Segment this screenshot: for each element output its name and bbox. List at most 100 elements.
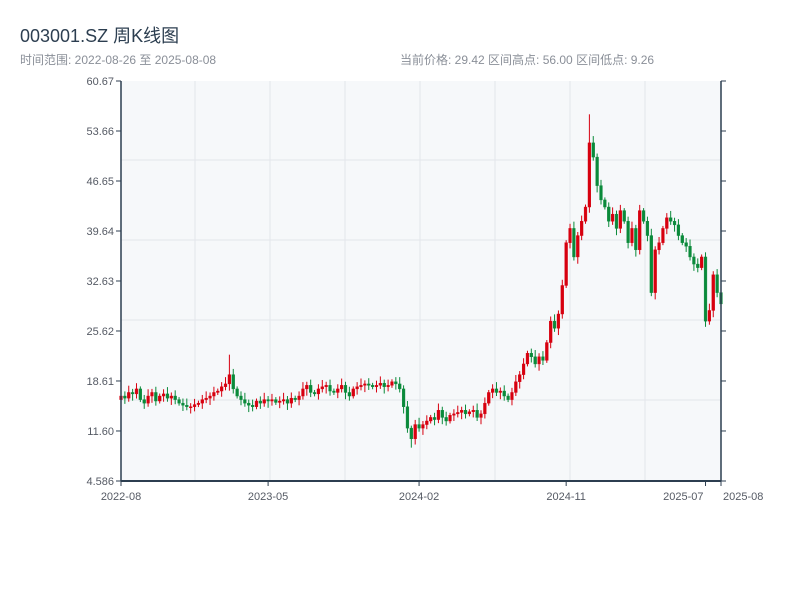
- candle-down: [328, 385, 332, 392]
- candle-down: [309, 385, 313, 393]
- x-tick-label: 2022-08: [101, 491, 141, 503]
- candle-up: [564, 242, 568, 286]
- y-tick-label: 18.61: [86, 376, 114, 388]
- candle-up: [700, 256, 704, 268]
- candle-down: [177, 399, 181, 404]
- candle-up: [549, 320, 553, 343]
- candle-down: [494, 388, 499, 393]
- candle-up: [281, 399, 286, 402]
- candle-down: [285, 399, 290, 404]
- candle-up: [483, 402, 487, 415]
- date-range: 时间范围: 2022-08-26 至 2025-08-08: [20, 53, 217, 67]
- candle-up: [324, 385, 328, 387]
- candle-down: [239, 395, 243, 400]
- candle-down: [274, 399, 278, 403]
- candle-up: [359, 385, 363, 387]
- candle-up: [336, 388, 340, 393]
- candle-down: [672, 221, 677, 226]
- candle-down: [243, 399, 247, 404]
- candle-up: [711, 274, 715, 311]
- candle-down: [405, 406, 410, 429]
- candle-up: [216, 390, 220, 393]
- candle-up: [278, 400, 282, 403]
- candle-down: [251, 405, 255, 407]
- y-tick-label: 53.66: [86, 126, 114, 138]
- candle-down: [595, 156, 599, 186]
- candle-up: [220, 386, 224, 392]
- candle-down: [181, 402, 185, 406]
- candle-down: [676, 224, 681, 236]
- candle-down: [131, 392, 135, 395]
- candle-up: [456, 412, 460, 415]
- candle-up: [374, 385, 379, 387]
- candle-down: [599, 185, 603, 201]
- candle-up: [576, 235, 580, 258]
- candle-down: [382, 382, 386, 387]
- x-tick-label: 2024-11: [546, 491, 586, 503]
- candle-up: [510, 392, 514, 400]
- candle-down: [367, 383, 371, 386]
- candle-up: [204, 397, 208, 400]
- candle-up: [630, 228, 634, 243]
- candle-up: [355, 386, 359, 390]
- candle-down: [293, 397, 297, 400]
- candle-down: [641, 210, 646, 222]
- candle-down: [185, 405, 189, 407]
- y-tick-label: 60.67: [86, 76, 114, 88]
- candle-down: [440, 410, 444, 418]
- candle-down: [138, 388, 142, 400]
- candle-up: [227, 374, 231, 385]
- y-tick-label: 32.63: [86, 276, 114, 288]
- candle-up: [471, 410, 475, 412]
- y-tick-label: 11.60: [87, 426, 114, 438]
- candle-down: [258, 400, 262, 404]
- candle-down: [622, 210, 626, 222]
- candle-down: [173, 395, 177, 400]
- candle-up: [146, 395, 150, 404]
- candle-up: [169, 395, 173, 399]
- candle-up: [665, 217, 669, 229]
- candle-down: [444, 417, 448, 422]
- candle-up: [200, 399, 204, 404]
- candle-up: [351, 388, 355, 397]
- candle-up: [425, 420, 429, 425]
- candle-down: [607, 206, 611, 222]
- candle-up: [196, 402, 201, 405]
- candle-up: [514, 381, 518, 393]
- candle-down: [475, 410, 479, 418]
- candle-up: [580, 221, 584, 236]
- x-tick-label: 2024-02: [399, 491, 439, 503]
- candle-down: [142, 399, 146, 404]
- candle-up: [320, 386, 324, 390]
- candle-up: [189, 406, 193, 408]
- candle-down: [332, 390, 336, 393]
- candle-down: [312, 392, 317, 395]
- candle-up: [429, 417, 433, 422]
- candle-up: [487, 392, 491, 404]
- candle-up: [521, 363, 526, 375]
- candle-up: [289, 397, 293, 404]
- candle-up: [192, 404, 197, 407]
- candle-up: [386, 385, 390, 387]
- price-stats: 当前价格: 29.42 区间高点: 56.00 区间低点: 9.26: [400, 53, 655, 67]
- candle-up: [556, 313, 561, 329]
- candle-up: [618, 210, 622, 229]
- candle-up: [467, 411, 471, 415]
- candle-down: [552, 320, 557, 329]
- candle-up: [254, 400, 259, 407]
- x-tick-label: 2023-05: [248, 491, 288, 503]
- candle-up: [421, 424, 425, 429]
- candle-down: [541, 356, 545, 361]
- candle-up: [707, 310, 711, 322]
- candle-down: [703, 256, 708, 322]
- candle-up: [518, 374, 522, 382]
- candle-up: [568, 228, 572, 243]
- candle-up: [161, 393, 166, 397]
- candle-up: [262, 399, 266, 404]
- candle-up: [560, 285, 564, 315]
- candle-down: [417, 424, 421, 429]
- candle-up: [587, 142, 591, 208]
- candle-up: [212, 392, 216, 397]
- y-tick-label: 25.62: [86, 326, 114, 338]
